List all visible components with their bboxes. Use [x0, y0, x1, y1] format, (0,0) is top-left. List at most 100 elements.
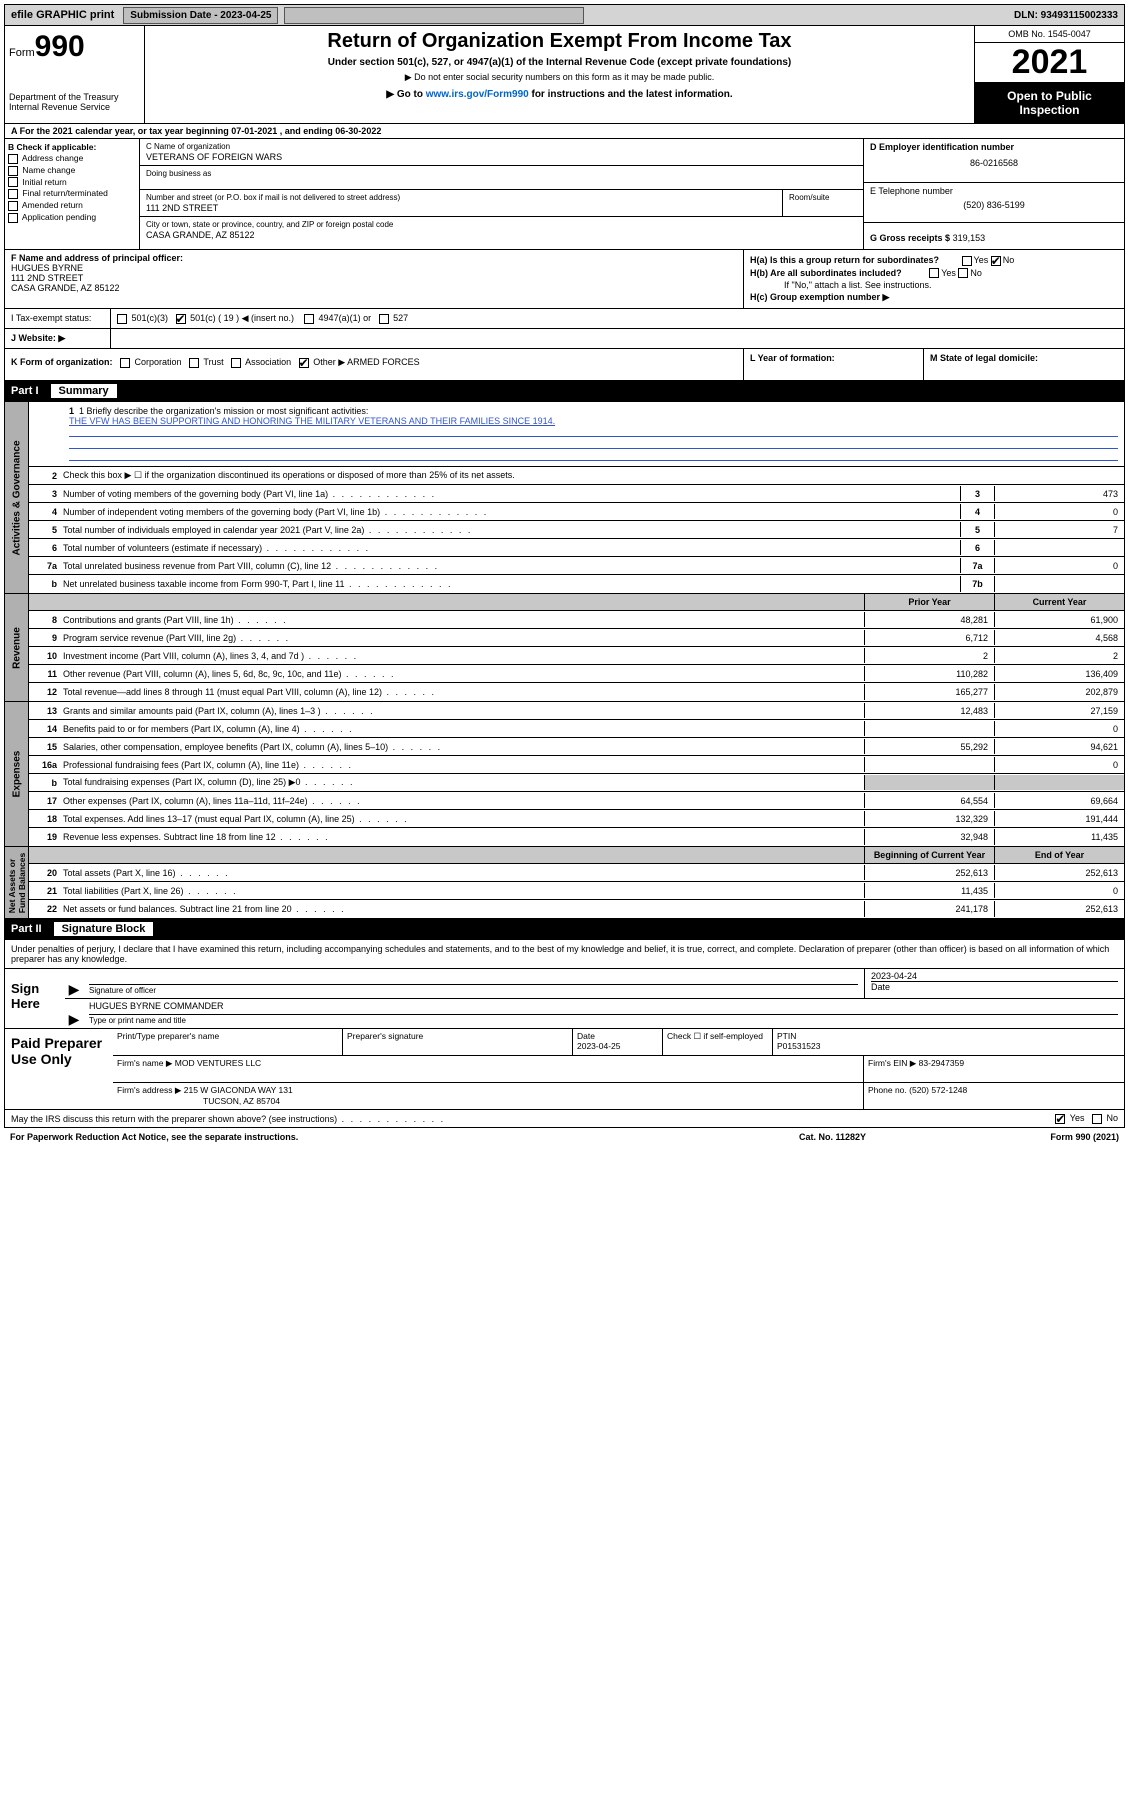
gov-row: 5 Total number of individuals employed i…: [29, 521, 1124, 539]
current-value: 136,409: [994, 666, 1124, 681]
current-value: 4,568: [994, 630, 1124, 645]
prior-current-header: Prior Year Current Year: [29, 594, 1124, 611]
signature-intro: Under penalties of perjury, I declare th…: [4, 940, 1125, 969]
line-a-tax-year: A For the 2021 calendar year, or tax yea…: [4, 124, 1125, 139]
prior-value: [864, 721, 994, 736]
prior-value: 110,282: [864, 666, 994, 681]
prior-value: [864, 757, 994, 772]
officer-printed-name: HUGUES BYRNE COMMANDER: [89, 1001, 1118, 1015]
blank-button[interactable]: [284, 7, 584, 24]
net-assets-block: Net Assets orFund Balances Beginning of …: [4, 847, 1125, 919]
data-row: 19 Revenue less expenses. Subtract line …: [29, 828, 1124, 846]
current-value: 27,159: [994, 703, 1124, 718]
expenses-block: Expenses 13 Grants and similar amounts p…: [4, 702, 1125, 847]
mission-text: THE VFW HAS BEEN SUPPORTING AND HONORING…: [69, 416, 1118, 426]
tax-exempt-row: I Tax-exempt status: 501(c)(3) 501(c) ( …: [4, 309, 1125, 329]
prior-value: 165,277: [864, 684, 994, 700]
prior-value: 64,554: [864, 793, 994, 808]
org-name: VETERANS OF FOREIGN WARS: [146, 152, 857, 162]
current-value: 69,664: [994, 793, 1124, 808]
data-row: 13 Grants and similar amounts paid (Part…: [29, 702, 1124, 720]
data-row: 20 Total assets (Part X, line 16) 252,61…: [29, 864, 1124, 882]
prior-value: 12,483: [864, 703, 994, 718]
current-value: 11,435: [994, 829, 1124, 845]
submission-date-button[interactable]: Submission Date - 2023-04-25: [123, 7, 278, 24]
prior-value: 11,435: [864, 883, 994, 898]
current-value: 0: [994, 757, 1124, 772]
firm-phone: (520) 572-1248: [909, 1085, 967, 1095]
data-row: 15 Salaries, other compensation, employe…: [29, 738, 1124, 756]
org-other-checkbox: [299, 358, 309, 368]
sign-date: 2023-04-24: [871, 971, 1118, 982]
prior-value: 32,948: [864, 829, 994, 845]
org-other-value: ARMED FORCES: [347, 357, 420, 367]
irs-link[interactable]: www.irs.gov/Form990: [426, 89, 529, 100]
omb-number: OMB No. 1545-0047: [975, 26, 1124, 43]
data-row: 11 Other revenue (Part VIII, column (A),…: [29, 665, 1124, 683]
form-subtitle: Under section 501(c), 527, or 4947(a)(1)…: [153, 57, 966, 68]
firm-ein: 83-2947359: [919, 1058, 964, 1068]
section-k-l-m: K Form of organization: Corporation Trus…: [4, 349, 1125, 381]
form-word: Form: [9, 47, 35, 59]
form-number: 990: [35, 30, 85, 63]
form-note-2: ▶ Go to www.irs.gov/Form990 for instruct…: [153, 89, 966, 100]
current-value: 0: [994, 721, 1124, 736]
gov-value: [994, 576, 1124, 592]
data-row: 9 Program service revenue (Part VIII, li…: [29, 629, 1124, 647]
current-value: 94,621: [994, 739, 1124, 754]
dln-label: DLN: 93493115002333: [1014, 10, 1124, 21]
current-value: 252,613: [994, 901, 1124, 917]
org-street: 111 2ND STREET: [146, 203, 776, 213]
vert-label-governance: Activities & Governance: [11, 440, 22, 555]
top-toolbar: efile GRAPHIC print Submission Date - 20…: [4, 4, 1125, 26]
data-row: 17 Other expenses (Part IX, column (A), …: [29, 792, 1124, 810]
prior-value: 6,712: [864, 630, 994, 645]
current-value: 191,444: [994, 811, 1124, 826]
discuss-row: May the IRS discuss this return with the…: [4, 1110, 1125, 1128]
website-row: J Website: ▶: [4, 329, 1125, 349]
data-row: 8 Contributions and grants (Part VIII, l…: [29, 611, 1124, 629]
vert-label-netassets: Net Assets orFund Balances: [7, 853, 27, 913]
name-arrow-icon: ▶: [65, 999, 83, 1028]
data-row: 14 Benefits paid to or for members (Part…: [29, 720, 1124, 738]
form-header: Form990 Department of the TreasuryIntern…: [4, 26, 1125, 124]
data-row: 18 Total expenses. Add lines 13–17 (must…: [29, 810, 1124, 828]
tax-year: 2021: [975, 43, 1124, 83]
prior-value: 48,281: [864, 612, 994, 627]
gov-value: 473: [994, 486, 1124, 501]
data-row: 21 Total liabilities (Part X, line 26) 1…: [29, 882, 1124, 900]
gov-value: [994, 540, 1124, 555]
gov-value: 0: [994, 504, 1124, 519]
form-note-1: ▶ Do not enter social security numbers o…: [153, 72, 966, 83]
section-f-h: F Name and address of principal officer:…: [4, 250, 1125, 309]
gross-receipts: 319,153: [953, 233, 986, 243]
ha-no-checkbox: [991, 256, 1001, 266]
revenue-block: Revenue Prior Year Current Year 8 Contri…: [4, 594, 1125, 702]
section-b: B Check if applicable: Address change Na…: [5, 139, 140, 249]
gov-row: b Net unrelated business taxable income …: [29, 575, 1124, 593]
ein-value: 86-0216568: [870, 158, 1118, 168]
open-public-badge: Open to Public Inspection: [975, 83, 1124, 123]
form-title: Return of Organization Exempt From Incom…: [153, 30, 966, 53]
paid-preparer-block: Paid Preparer Use Only Print/Type prepar…: [4, 1029, 1125, 1110]
discuss-yes-checkbox: [1055, 1114, 1065, 1124]
officer-name: HUGUES BYRNE: [11, 263, 737, 273]
gov-row: 3 Number of voting members of the govern…: [29, 485, 1124, 503]
info-grid: B Check if applicable: Address change Na…: [4, 139, 1125, 250]
current-value: 0: [994, 883, 1124, 898]
efile-label: efile GRAPHIC print: [5, 9, 120, 21]
data-row: 22 Net assets or fund balances. Subtract…: [29, 900, 1124, 918]
section-d-e-g: D Employer identification number 86-0216…: [864, 139, 1124, 249]
data-row: 16a Professional fundraising fees (Part …: [29, 756, 1124, 774]
signature-arrow-icon: ▶: [65, 969, 83, 998]
data-row: 10 Investment income (Part VIII, column …: [29, 647, 1124, 665]
ptin-value: P01531523: [777, 1041, 821, 1051]
dept-label: Department of the TreasuryInternal Reven…: [9, 92, 140, 112]
current-value: 252,613: [994, 865, 1124, 880]
page-footer: For Paperwork Reduction Act Notice, see …: [4, 1128, 1125, 1146]
current-value: 2: [994, 648, 1124, 663]
prior-value: 241,178: [864, 901, 994, 917]
section-c: C Name of organization VETERANS OF FOREI…: [140, 139, 864, 249]
prior-value: 252,613: [864, 865, 994, 880]
activities-governance-block: Activities & Governance 1 1 Briefly desc…: [4, 402, 1125, 594]
